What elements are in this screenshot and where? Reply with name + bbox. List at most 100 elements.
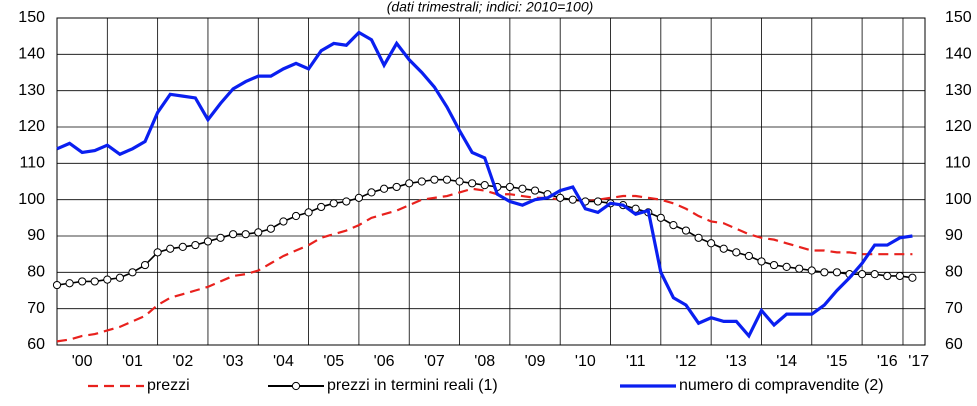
plot-frame bbox=[56, 17, 926, 346]
series-marker bbox=[128, 268, 137, 277]
series-marker bbox=[65, 279, 74, 288]
series-marker bbox=[342, 197, 351, 206]
y2-tick-label: 120 bbox=[945, 118, 972, 135]
series-marker bbox=[568, 195, 577, 204]
series-marker bbox=[669, 221, 678, 230]
series-marker bbox=[317, 202, 326, 212]
series-marker bbox=[858, 270, 867, 279]
y-tick-label: 110 bbox=[19, 155, 45, 172]
series-marker bbox=[832, 268, 842, 277]
series-marker bbox=[216, 233, 225, 242]
series-marker bbox=[153, 248, 162, 257]
y-tick-label: 130 bbox=[18, 82, 45, 99]
series-marker bbox=[530, 186, 540, 195]
series-marker bbox=[480, 181, 489, 190]
y-tick-label: 100 bbox=[18, 191, 45, 208]
series-marker bbox=[518, 184, 527, 193]
series-marker bbox=[367, 188, 376, 197]
x-tick-label: '09 bbox=[525, 353, 546, 370]
series-marker bbox=[442, 175, 452, 184]
series-marker bbox=[908, 273, 917, 282]
series-marker bbox=[78, 277, 87, 286]
series-marker bbox=[505, 182, 514, 192]
series-marker bbox=[229, 230, 238, 239]
y-tick-label: 140 bbox=[18, 46, 45, 63]
series-marker bbox=[556, 193, 565, 202]
series-line bbox=[56, 30, 913, 339]
x-tick-label: '00 bbox=[72, 353, 93, 370]
x-tick-label: '13 bbox=[726, 353, 747, 370]
series-marker bbox=[468, 179, 477, 188]
series-marker bbox=[707, 239, 716, 248]
series-marker bbox=[870, 270, 879, 279]
y-tick-label: 60 bbox=[27, 336, 45, 353]
y-tick-label: 80 bbox=[27, 264, 45, 281]
x-tick-label: '15 bbox=[827, 353, 848, 370]
y2-tick-label: 100 bbox=[945, 191, 972, 208]
series-marker bbox=[178, 242, 187, 251]
legend-label: prezzi in termini reali (1) bbox=[327, 377, 498, 394]
series-marker bbox=[90, 277, 99, 286]
y-tick-label: 120 bbox=[18, 118, 45, 135]
series-marker bbox=[304, 208, 313, 217]
series-marker bbox=[392, 182, 401, 192]
series-marker bbox=[140, 260, 150, 270]
y2-tick-label: 140 bbox=[945, 46, 972, 63]
series-marker bbox=[593, 197, 603, 206]
series-marker bbox=[681, 226, 691, 235]
x-tick-label: '08 bbox=[474, 353, 495, 370]
x-tick-label: '01 bbox=[122, 353, 143, 370]
legend-label: prezzi bbox=[147, 377, 190, 394]
y2-tick-label: 130 bbox=[945, 82, 972, 99]
series-marker bbox=[103, 275, 112, 284]
x-tick-label: '16 bbox=[877, 353, 898, 370]
series-marker bbox=[191, 240, 200, 250]
x-tick-label: '17 bbox=[908, 353, 929, 370]
y2-tick-label: 90 bbox=[945, 227, 963, 244]
y2-tick-label: 70 bbox=[945, 300, 963, 317]
y2-tick-label: 110 bbox=[945, 155, 971, 172]
y-tick-label: 70 bbox=[27, 300, 45, 317]
x-tick-label: '02 bbox=[172, 353, 193, 370]
y2-tick-label: 60 bbox=[945, 336, 963, 353]
series-marker bbox=[656, 213, 665, 222]
series-marker bbox=[379, 184, 389, 193]
series-marker bbox=[883, 271, 892, 281]
x-tick-label: '03 bbox=[223, 353, 244, 370]
series-marker bbox=[115, 273, 124, 282]
series-marker bbox=[52, 280, 62, 290]
y-tick-label: 150 bbox=[18, 9, 45, 26]
series-line bbox=[56, 187, 913, 343]
series-marker bbox=[254, 228, 263, 237]
series-marker bbox=[769, 260, 779, 270]
chart-title: (dati trimestrali; indici: 2010=100) bbox=[387, 0, 594, 15]
series-marker bbox=[203, 237, 213, 246]
x-tick-label: '14 bbox=[776, 353, 797, 370]
series-marker bbox=[782, 262, 791, 271]
series-marker bbox=[241, 230, 250, 239]
series-marker bbox=[266, 224, 275, 233]
y-tick-label: 90 bbox=[27, 227, 45, 244]
series-marker bbox=[291, 211, 301, 221]
series-marker bbox=[795, 264, 804, 273]
x-tick-label: '11 bbox=[626, 353, 646, 370]
series-marker bbox=[279, 217, 288, 226]
series-marker bbox=[166, 244, 175, 253]
y2-tick-label: 150 bbox=[945, 9, 972, 26]
series-marker bbox=[820, 268, 829, 277]
series-marker bbox=[354, 193, 364, 202]
x-tick-label: '05 bbox=[323, 353, 344, 370]
series-marker bbox=[329, 199, 338, 208]
legend-marker bbox=[291, 381, 301, 391]
series-marker bbox=[807, 266, 816, 275]
series-marker bbox=[405, 179, 414, 188]
legend-label: numero di compravendite (2) bbox=[679, 377, 884, 394]
series-marker bbox=[719, 244, 728, 253]
series-marker bbox=[417, 177, 426, 186]
series-marker bbox=[895, 271, 904, 281]
x-tick-label: '10 bbox=[575, 353, 596, 370]
series-marker bbox=[732, 248, 741, 257]
x-tick-label: '04 bbox=[273, 353, 294, 370]
